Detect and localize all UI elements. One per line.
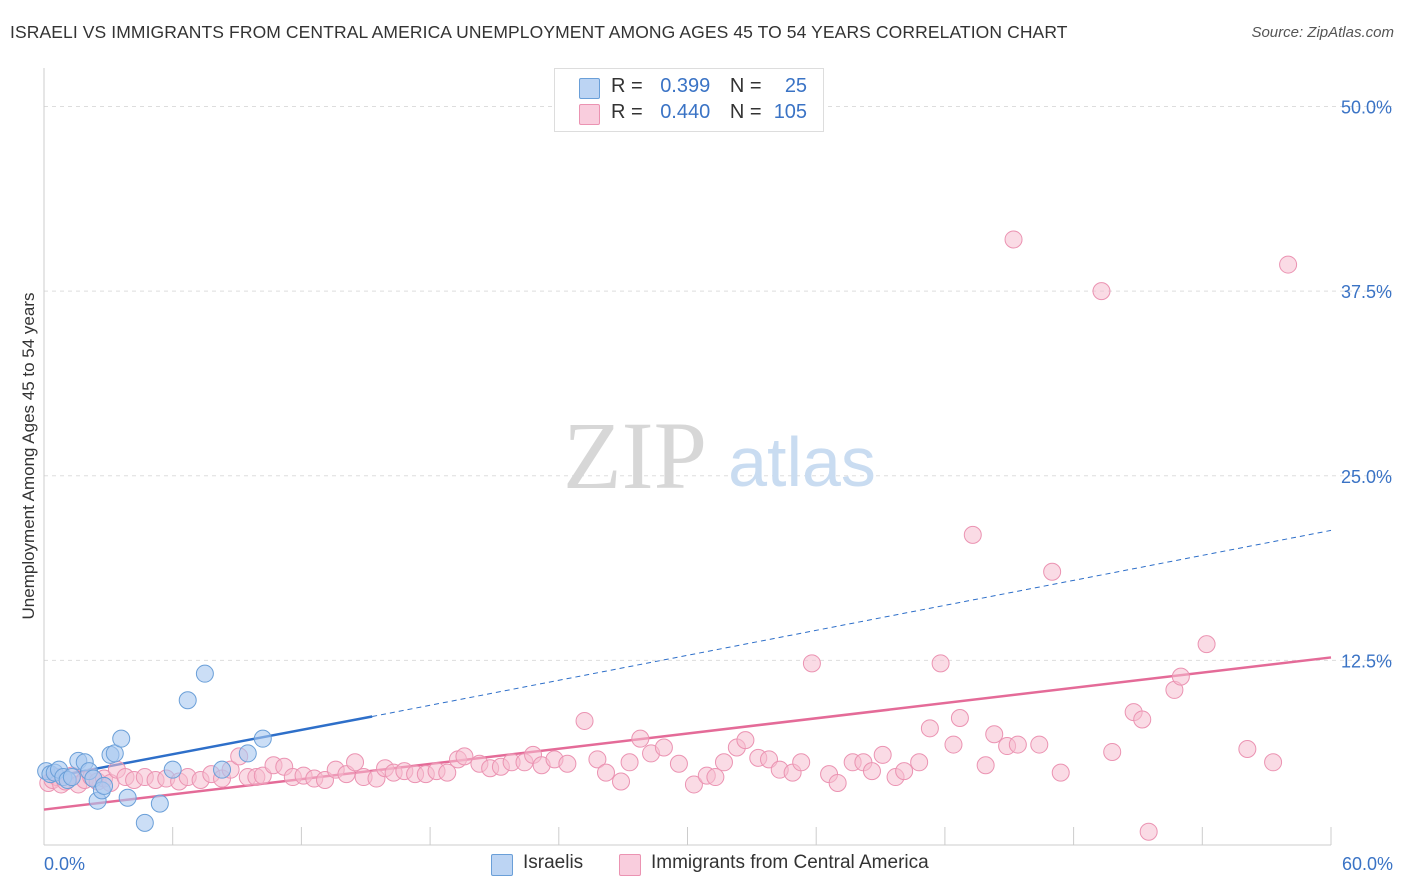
central-america-point (346, 753, 365, 772)
central-america-point (931, 654, 950, 673)
central-america-point (920, 719, 939, 738)
central-america-point (438, 763, 457, 782)
axes (43, 68, 1332, 846)
legend-n-value: 105 (773, 101, 808, 123)
legend-n-value: 25 (784, 75, 808, 97)
central-america-point (985, 725, 1004, 744)
israelis-swatch (491, 854, 513, 876)
y-tick-label: 12.5% (1341, 651, 1392, 671)
central-america-swatch (619, 854, 641, 876)
central-america-point (1030, 735, 1049, 754)
watermark-zip: ZIP (563, 402, 707, 509)
central-america-point (1279, 255, 1298, 274)
legend-n-label: N = (729, 75, 762, 97)
central-america-point (684, 775, 703, 794)
x-tick-label: 60.0% (1342, 854, 1393, 874)
israelis-point (62, 768, 81, 787)
chart-title: ISRAELI VS IMMIGRANTS FROM CENTRAL AMERI… (10, 22, 1068, 42)
central-america-point (612, 772, 631, 791)
israelis-point (135, 813, 154, 832)
central-america-point (1238, 740, 1257, 758)
legend-r-value: 0.399 (660, 75, 711, 97)
israelis-point (253, 729, 272, 748)
bottom-legend-central-label: Immigrants from Central America (651, 852, 929, 873)
central-america-point (910, 753, 929, 772)
central-america-swatch (579, 104, 600, 125)
central-america-point (736, 731, 755, 750)
israelis-points (37, 664, 272, 832)
israelis-point (195, 664, 214, 683)
israelis-point (213, 760, 232, 779)
central-america-point (706, 768, 725, 787)
y-tick-label: 25.0% (1341, 467, 1392, 487)
israelis-swatch (579, 78, 600, 99)
israelis-point (118, 788, 137, 807)
central-america-point (1043, 562, 1062, 581)
israelis-point (112, 729, 131, 748)
central-america-point (631, 729, 650, 748)
x-tick-label: 0.0% (44, 854, 85, 874)
central-america-point (862, 762, 881, 781)
central-america-point (596, 763, 615, 782)
central-america-point (895, 762, 914, 781)
central-america-point (828, 773, 847, 792)
central-america-point (1197, 635, 1216, 654)
central-america-point (1103, 742, 1122, 761)
central-america-point (1139, 822, 1158, 841)
israelis-trend-extension (372, 529, 1332, 717)
israelis-point (150, 794, 169, 813)
gridlines (44, 106, 1393, 661)
israelis-point (178, 691, 197, 710)
central-america-point (1264, 753, 1283, 772)
central-america-point (1133, 710, 1152, 729)
central-america-point (575, 711, 594, 730)
watermark-atlas: atlas (728, 423, 876, 501)
y-tick-label: 50.0% (1341, 98, 1392, 118)
central-america-point (1008, 735, 1027, 754)
central-america-point (963, 525, 982, 544)
central-america-point (873, 745, 892, 764)
correlation-legend: R = 0.399 N = 25 R = 0.440 N = 105 (554, 68, 824, 132)
watermark: ZIP atlas (563, 402, 876, 509)
legend-r-value: 0.440 (660, 101, 711, 123)
central-america-point (714, 753, 733, 772)
israelis-trend-line (43, 715, 373, 780)
central-america-point (1051, 763, 1070, 782)
central-america-point (950, 708, 969, 727)
legend-r-label: R = (611, 101, 643, 123)
y-tick-label: 37.5% (1341, 282, 1392, 302)
central-america-point (558, 754, 577, 773)
central-america-point (669, 754, 688, 773)
central-america-points (39, 230, 1298, 841)
legend-r-label: R = (611, 75, 643, 97)
israelis-point (238, 744, 257, 763)
tick-labels: 12.5% 25.0% 37.5% 50.0% 0.0% 60.0% (44, 98, 1393, 874)
central-america-point (654, 738, 673, 757)
central-america-point (620, 753, 639, 772)
central-america-point (455, 747, 474, 766)
israelis-point (95, 776, 114, 795)
israelis-point (163, 760, 182, 779)
central-america-point (944, 735, 963, 754)
central-america-point (1171, 667, 1190, 686)
legend-n-label: N = (729, 101, 762, 123)
bottom-legend-israelis-label: Israelis (523, 852, 584, 873)
central-america-point (792, 753, 811, 772)
central-america-point (802, 654, 821, 673)
source-credit: Source: ZipAtlas.com (1251, 24, 1394, 41)
central-america-point (1092, 282, 1111, 301)
central-america-point (1004, 230, 1023, 249)
central-america-point (976, 756, 995, 775)
central-america-point (588, 750, 607, 769)
